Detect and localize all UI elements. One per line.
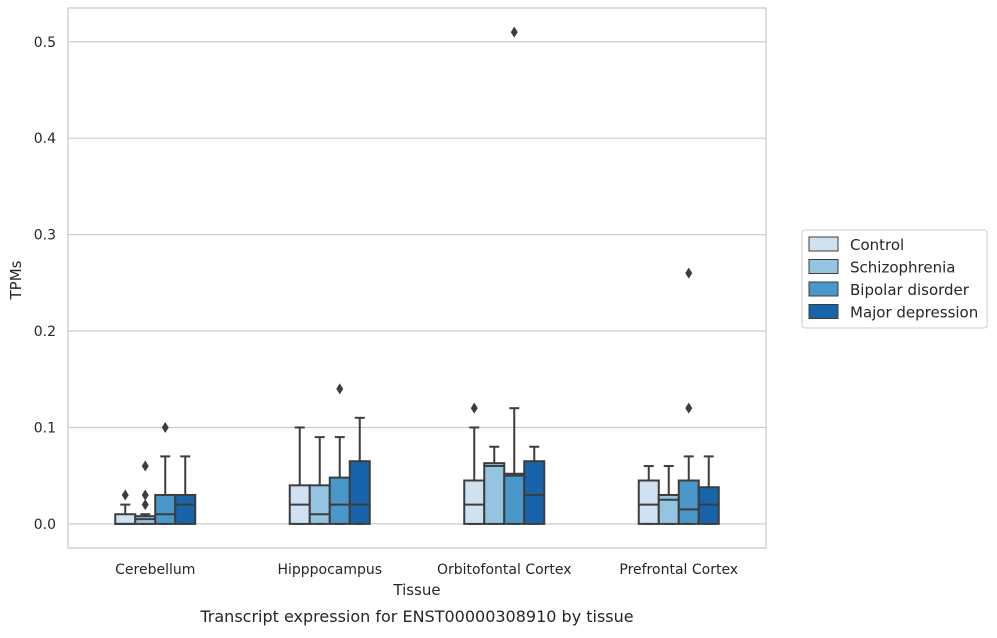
box-body [523, 460, 546, 525]
gridlines [68, 41, 766, 525]
box-1-3 [348, 416, 371, 525]
legend-swatch [808, 281, 839, 297]
legend-swatch [808, 259, 839, 274]
box-body [677, 479, 700, 525]
y-tick-label: 0.1 [34, 420, 56, 436]
x-tick-label: Hipppocampus [277, 562, 382, 578]
plot-frame [67, 7, 767, 549]
box-2-0 [463, 402, 486, 525]
box-body [154, 493, 177, 525]
box-0-3 [174, 455, 197, 525]
box-3-1 [657, 465, 680, 525]
x-tick-labels: Cerebellum Hipppocampus Orbitofontal Corte… [115, 562, 738, 578]
outlier-point [141, 499, 149, 511]
box-1-0 [288, 426, 311, 525]
box-body [463, 479, 486, 525]
box-body [308, 484, 331, 525]
box-body [637, 479, 660, 525]
box-body [114, 513, 137, 525]
box-1-2 [328, 383, 351, 525]
legend: Control Schizophrenia Bipolar disorder Majo… [801, 229, 988, 329]
box-body [174, 493, 197, 525]
legend-label: Major depression [850, 304, 978, 322]
legend-label: Control [850, 236, 904, 254]
outlier-point [141, 460, 149, 472]
outlier-point [121, 489, 129, 501]
outlier-point [336, 383, 344, 395]
box-body [483, 462, 506, 525]
y-tick-label: 0.3 [34, 228, 56, 244]
box-0-0 [114, 489, 137, 525]
box-1-1 [308, 436, 331, 525]
box-groups [114, 26, 720, 525]
outlier-point [470, 402, 478, 414]
box-0-1 [134, 460, 157, 525]
chart-caption: Transcript expression for ENST0000030891… [199, 607, 633, 626]
outlier-point [685, 267, 693, 279]
box-2-2 [503, 26, 526, 525]
y-tick-label: 0.2 [34, 324, 56, 340]
legend-label: Bipolar disorder [850, 281, 970, 299]
box-body [503, 472, 526, 525]
outlier-point [510, 26, 518, 38]
legend-swatch [808, 304, 839, 319]
y-tick-label: 0.4 [34, 131, 56, 147]
box-body [348, 460, 371, 525]
box-2-3 [523, 445, 546, 525]
y-axis-label: TPMs [7, 260, 25, 300]
outlier-point [161, 421, 169, 433]
box-3-0 [637, 465, 660, 525]
box-0-2 [154, 421, 177, 525]
legend-frame [801, 229, 988, 329]
y-tick-label: 0.0 [34, 517, 56, 533]
legend-swatch [808, 236, 839, 252]
y-tick-label: 0.5 [34, 35, 56, 51]
box-body [328, 476, 351, 525]
x-tick-label: Cerebellum [115, 562, 195, 578]
y-tick-labels: 0.0 0.1 0.2 0.3 0.4 0.5 [34, 35, 56, 533]
outlier-point [685, 402, 693, 414]
box-3-3 [697, 455, 720, 525]
outlier-point [141, 489, 149, 501]
x-tick-label: Prefrontal Cortex [619, 562, 738, 578]
x-tick-label: Orbitofontal Cortex [437, 562, 572, 578]
x-axis-label: Tissue [392, 581, 440, 599]
box-3-2 [677, 267, 700, 525]
box-2-1 [483, 445, 506, 525]
legend-label: Schizophrenia [850, 259, 955, 277]
